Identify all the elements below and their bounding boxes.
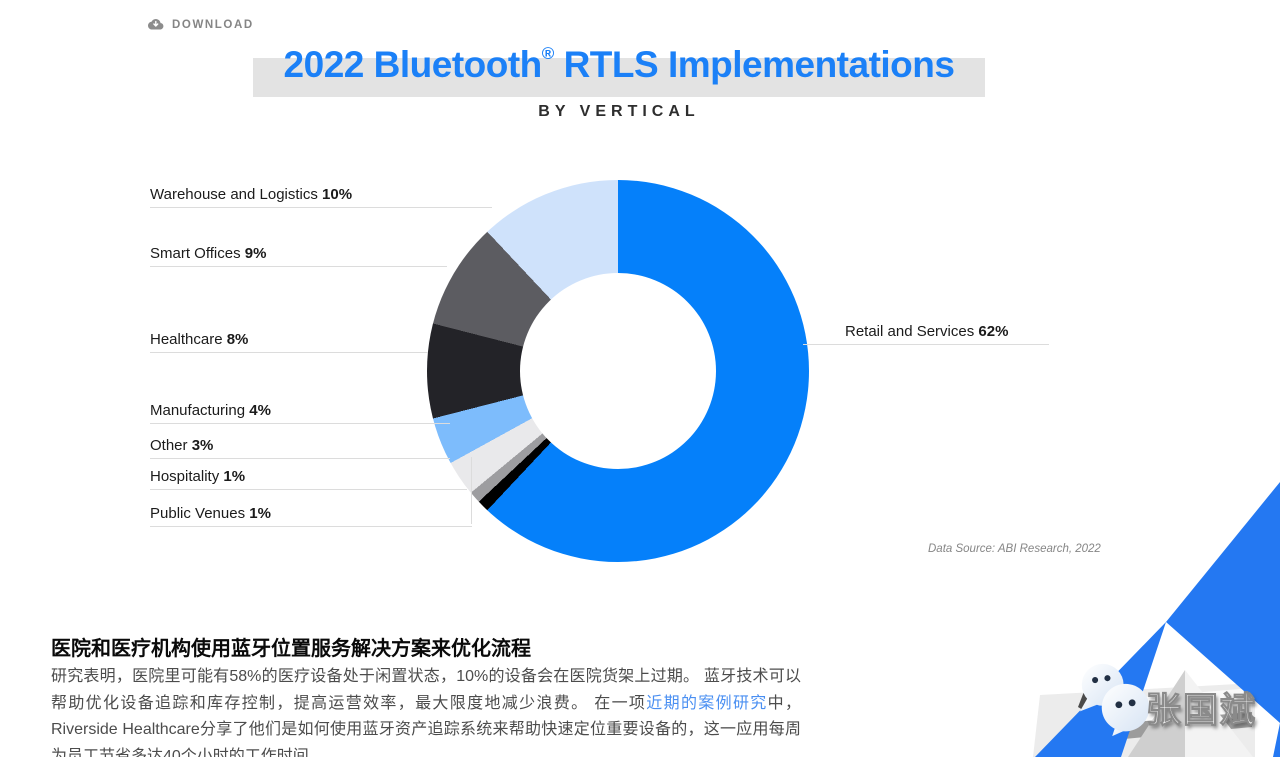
leader-line-connector	[471, 457, 472, 524]
chart-title: 2022 Bluetooth® RTLS Implementations	[283, 44, 955, 85]
label-hospitality: Hospitality 1%	[150, 469, 467, 490]
article-paragraph: 研究表明，医院里可能有58%的医疗设备处于闲置状态，10%的设备会在医院货架上过…	[51, 664, 801, 757]
label-retail-and-services: Retail and Services 62%	[803, 324, 1049, 345]
label-warehouse-and-logistics: Warehouse and Logistics 10%	[150, 187, 492, 208]
body-text-after-link: 中，Riverside Healthcare分享了他们是如何使用蓝牙资产追踪系统…	[51, 694, 801, 757]
case-study-link[interactable]: 近期的案例研究	[646, 694, 768, 712]
download-button[interactable]: DOWNLOAD	[147, 18, 254, 31]
donut-hole	[520, 273, 716, 469]
donut-chart	[427, 180, 809, 562]
label-other: Other 3%	[150, 438, 450, 459]
label-public-venues: Public Venues 1%	[150, 506, 472, 527]
article-heading: 医院和医疗机构使用蓝牙位置服务解决方案来优化流程	[51, 638, 531, 660]
watermark-text: 张国斌	[1145, 691, 1258, 731]
cloud-download-icon	[147, 18, 164, 31]
chart-subtitle: BY VERTICAL	[538, 103, 700, 120]
download-label: DOWNLOAD	[172, 18, 254, 31]
label-smart-offices: Smart Offices 9%	[150, 246, 447, 267]
data-source-note: Data Source: ABI Research, 2022	[928, 543, 1101, 555]
label-healthcare: Healthcare 8%	[150, 332, 428, 353]
title-highlight-band	[253, 58, 985, 97]
body-text-before-link: 研究表明，医院里可能有58%的医疗设备处于闲置状态，10%的设备会在医院货架上过…	[51, 668, 801, 712]
registered-mark: ®	[541, 44, 555, 63]
wechat-icon	[1078, 662, 1154, 743]
label-manufacturing: Manufacturing 4%	[150, 403, 450, 424]
